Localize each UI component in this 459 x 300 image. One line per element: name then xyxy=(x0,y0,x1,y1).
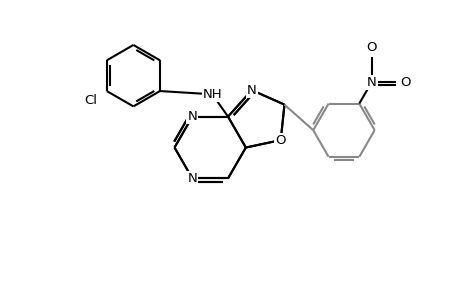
Text: N: N xyxy=(246,84,256,97)
Text: O: O xyxy=(275,134,285,147)
Text: NH: NH xyxy=(202,88,222,101)
Text: Cl: Cl xyxy=(84,94,97,107)
Text: N: N xyxy=(187,110,197,123)
Text: O: O xyxy=(399,76,410,88)
Text: N: N xyxy=(187,172,197,185)
Text: O: O xyxy=(366,41,376,54)
Text: N: N xyxy=(366,76,376,88)
